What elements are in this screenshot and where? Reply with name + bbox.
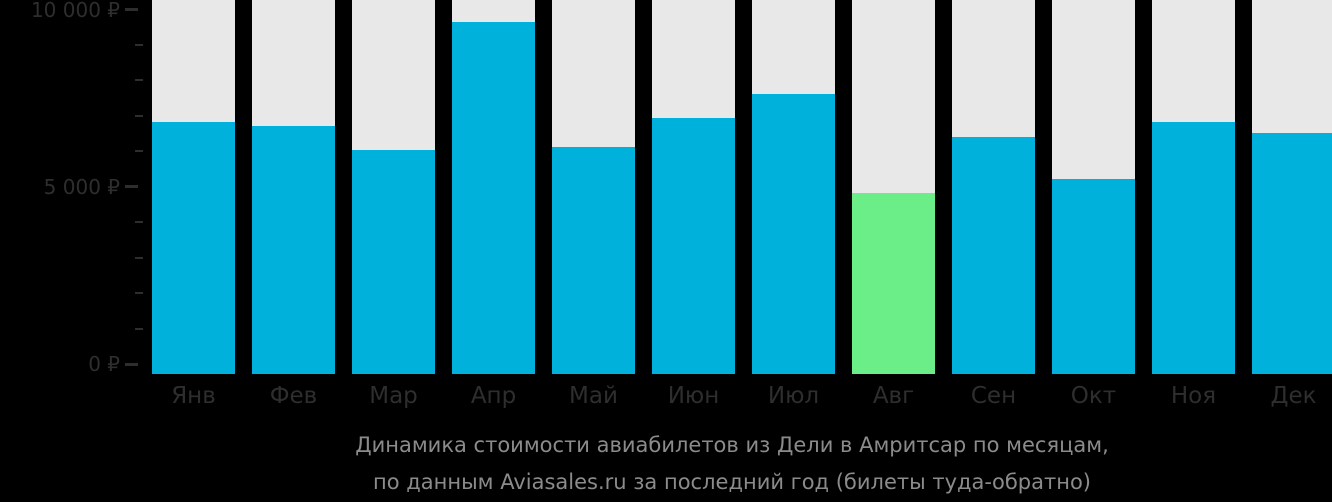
caption-line-2: по данным Aviasales.ru за последний год … — [373, 470, 1091, 494]
bar-column: Июн — [652, 0, 735, 502]
bar-column: Мар — [352, 0, 435, 502]
bar-column: Авг — [852, 0, 935, 502]
y-tick-minor — [135, 221, 143, 223]
month-label: Авг — [872, 383, 915, 409]
y-tick-minor — [135, 115, 143, 117]
y-tick-major — [125, 8, 138, 11]
bar-fill[interactable] — [352, 150, 435, 374]
y-tick-major — [125, 363, 138, 366]
month-label: Окт — [1070, 383, 1117, 409]
bar-column: Янв — [152, 0, 235, 502]
bar-fill[interactable] — [852, 193, 935, 374]
y-axis-label: 0 ₽ — [88, 352, 120, 376]
month-label: Ноя — [1170, 383, 1217, 409]
y-tick-minor — [135, 79, 143, 81]
y-axis-label: 10 000 ₽ — [30, 0, 120, 22]
y-tick-minor — [135, 44, 143, 46]
bar-column: Фев — [252, 0, 335, 502]
bar-fill[interactable] — [1252, 133, 1332, 374]
bar-fill[interactable] — [652, 118, 735, 374]
bar-fill[interactable] — [552, 147, 635, 374]
month-label: Май — [569, 383, 618, 409]
bar-fill[interactable] — [1152, 122, 1235, 374]
y-tick-minor — [135, 328, 143, 330]
bar-fill[interactable] — [252, 126, 335, 374]
chart-caption: Динамика стоимости авиабилетов из Дели в… — [132, 427, 1332, 501]
y-tick-minor — [135, 150, 143, 152]
bar-fill[interactable] — [152, 122, 235, 374]
month-label: Мар — [369, 383, 418, 409]
bar-column: Сен — [952, 0, 1035, 502]
bar-column: Ноя — [1152, 0, 1235, 502]
y-axis-label: 5 000 ₽ — [43, 175, 120, 199]
month-label: Янв — [171, 383, 216, 409]
month-label: Сен — [970, 383, 1017, 409]
month-label: Апр — [470, 383, 517, 409]
bar-column: Апр — [452, 0, 535, 502]
bar-column: Май — [552, 0, 635, 502]
month-label: Фев — [269, 383, 318, 409]
bar-column: Окт — [1052, 0, 1135, 502]
bar-fill[interactable] — [952, 137, 1035, 374]
bar-column: Дек — [1252, 0, 1332, 502]
month-label: Июл — [767, 383, 820, 409]
y-tick-major — [125, 185, 138, 188]
y-tick-minor — [135, 257, 143, 259]
y-tick-minor — [135, 292, 143, 294]
bar-fill[interactable] — [752, 94, 835, 374]
month-label: Июн — [667, 383, 720, 409]
bar-fill[interactable] — [452, 22, 535, 374]
caption-line-1: Динамика стоимости авиабилетов из Дели в… — [355, 433, 1109, 457]
bar-column: Июл — [752, 0, 835, 502]
bar-fill[interactable] — [1052, 179, 1135, 374]
month-label: Дек — [1270, 383, 1317, 409]
